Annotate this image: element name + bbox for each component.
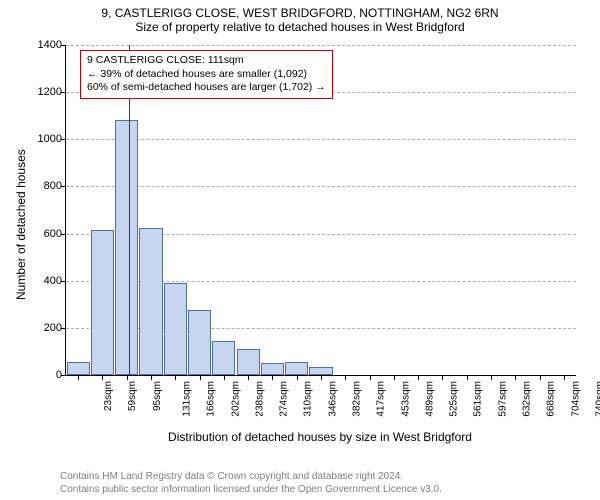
xtick-label: 23sqm <box>103 381 114 411</box>
xtick-label: 489sqm <box>424 381 435 417</box>
gridline <box>66 186 576 188</box>
histogram-bar <box>91 230 114 375</box>
ytick-label: 0 <box>22 369 66 381</box>
footer-copyright-1: Contains HM Land Registry data © Crown c… <box>60 471 403 482</box>
gridline <box>66 45 576 47</box>
xtick-mark <box>467 375 468 380</box>
xtick-label: 453sqm <box>400 381 411 417</box>
xtick-mark <box>442 375 443 380</box>
xtick-mark <box>297 375 298 380</box>
histogram-bar <box>261 363 284 375</box>
xtick-label: 668sqm <box>546 381 557 417</box>
chart-title: 9, CASTLERIGG CLOSE, WEST BRIDGFORD, NOT… <box>0 6 600 20</box>
xtick-mark <box>175 375 176 380</box>
xtick-label: 131sqm <box>182 381 193 417</box>
xtick-mark <box>515 375 516 380</box>
xtick-label: 597sqm <box>497 381 508 417</box>
xtick-mark <box>540 375 541 380</box>
xtick-label: 346sqm <box>327 381 338 417</box>
xtick-mark <box>248 375 249 380</box>
xtick-label: 632sqm <box>522 381 533 417</box>
xtick-mark <box>418 375 419 380</box>
xtick-label: 274sqm <box>279 381 290 417</box>
histogram-bar <box>139 228 162 375</box>
annotation-line2: ← 39% of detached houses are smaller (1,… <box>87 68 326 82</box>
xtick-label: 525sqm <box>449 381 460 417</box>
chart-subtitle: Size of property relative to detached ho… <box>0 20 600 34</box>
ytick-label: 1200 <box>22 86 66 98</box>
xtick-label: 740sqm <box>594 381 600 417</box>
histogram-bar <box>237 349 260 375</box>
xtick-label: 202sqm <box>230 381 241 417</box>
ytick-label: 200 <box>22 322 66 334</box>
xtick-mark <box>394 375 395 380</box>
xtick-label: 382sqm <box>352 381 363 417</box>
xtick-label: 561sqm <box>473 381 484 417</box>
xtick-mark <box>345 375 346 380</box>
xtick-label: 310sqm <box>303 381 314 417</box>
xtick-label: 59sqm <box>127 381 138 411</box>
histogram-bar <box>67 362 90 375</box>
annotation-line1: 9 CASTLERIGG CLOSE: 111sqm <box>87 54 326 68</box>
histogram-bar <box>188 310 211 375</box>
xtick-mark <box>491 375 492 380</box>
x-axis-label: Distribution of detached houses by size … <box>65 430 575 444</box>
xtick-mark <box>200 375 201 380</box>
histogram-bar <box>212 341 235 375</box>
histogram-bar <box>309 367 332 375</box>
ytick-label: 1000 <box>22 133 66 145</box>
xtick-mark <box>321 375 322 380</box>
xtick-mark <box>370 375 371 380</box>
ytick-label: 400 <box>22 275 66 287</box>
annotation-box: 9 CASTLERIGG CLOSE: 111sqm ← 39% of deta… <box>80 50 333 99</box>
histogram-bar <box>115 120 138 375</box>
xtick-mark <box>127 375 128 380</box>
xtick-mark <box>564 375 565 380</box>
xtick-label: 704sqm <box>570 381 581 417</box>
ytick-label: 800 <box>22 180 66 192</box>
xtick-mark <box>102 375 103 380</box>
xtick-label: 417sqm <box>376 381 387 417</box>
histogram-bar <box>285 362 308 375</box>
histogram-bar <box>164 283 187 375</box>
ytick-label: 1400 <box>22 39 66 51</box>
xtick-label: 95sqm <box>152 381 163 411</box>
xtick-mark <box>151 375 152 380</box>
xtick-mark <box>78 375 79 380</box>
histogram-chart: 9, CASTLERIGG CLOSE, WEST BRIDGFORD, NOT… <box>0 0 600 500</box>
footer-copyright-2: Contains public sector information licen… <box>60 484 442 495</box>
annotation-line3: 60% of semi-detached houses are larger (… <box>87 81 326 95</box>
gridline <box>66 139 576 141</box>
ytick-label: 600 <box>22 228 66 240</box>
xtick-label: 166sqm <box>206 381 217 417</box>
xtick-label: 238sqm <box>254 381 265 417</box>
xtick-mark <box>272 375 273 380</box>
xtick-mark <box>224 375 225 380</box>
